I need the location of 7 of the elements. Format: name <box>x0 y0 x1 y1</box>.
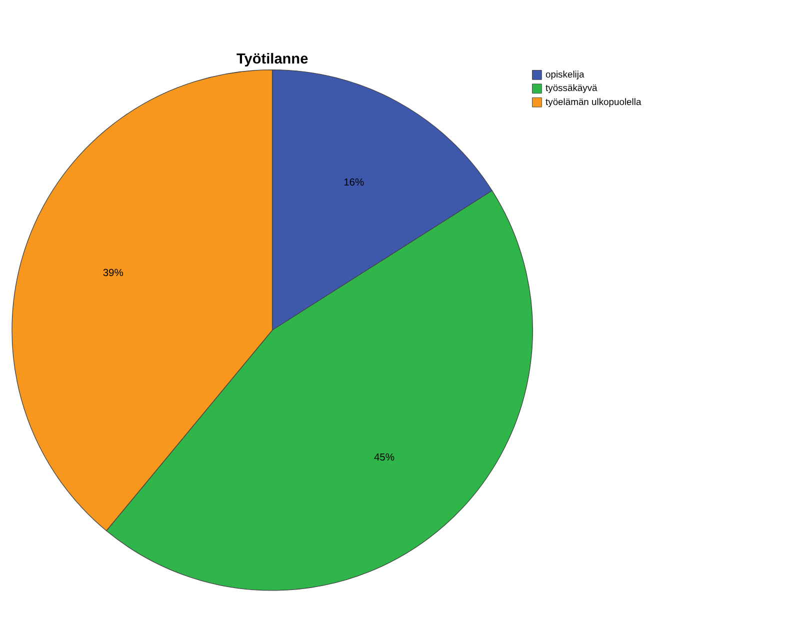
chart-title: Työtilanne <box>236 51 308 68</box>
data-label: 39% <box>102 268 124 280</box>
legend-label: työssäkäyvä <box>546 82 598 94</box>
data-label: 16% <box>344 177 364 188</box>
legend-label: opiskelija <box>546 68 585 80</box>
data-label: 45% <box>374 452 395 464</box>
legend-label: työelämän ulkopuolella <box>546 96 642 107</box>
